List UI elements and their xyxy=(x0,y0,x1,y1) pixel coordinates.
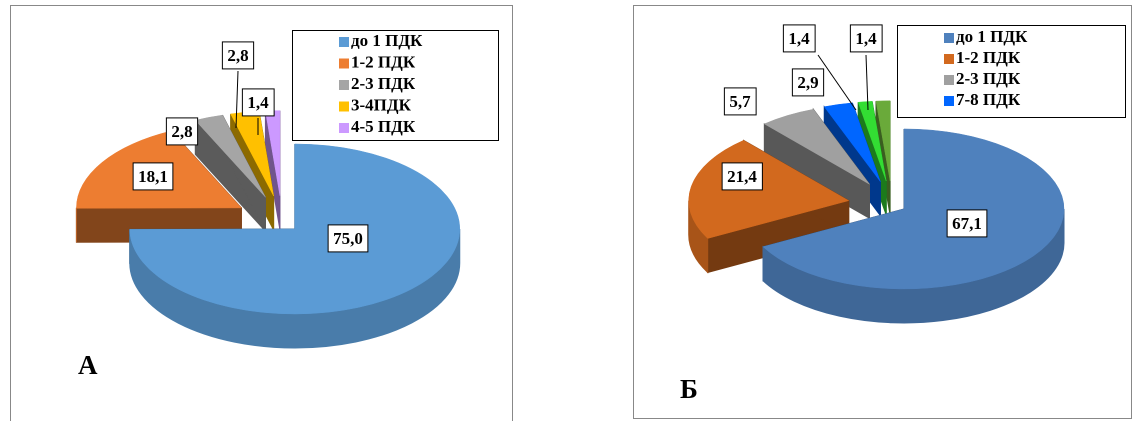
legend-box xyxy=(292,30,499,141)
panel-label: Б xyxy=(680,374,698,404)
legend-marker xyxy=(944,75,954,85)
legend-label: до 1 ПДК xyxy=(351,31,423,50)
panel-label: А xyxy=(78,350,98,380)
legend-box xyxy=(897,25,1126,118)
data-label: 1,4 xyxy=(247,93,269,112)
slice xyxy=(762,128,1065,290)
legend-marker xyxy=(339,123,349,133)
data-label: 5,7 xyxy=(729,92,751,111)
data-label: 2,8 xyxy=(171,122,192,141)
legend-label: 3-4ПДК xyxy=(351,95,412,114)
legend-marker xyxy=(339,37,349,47)
panel-frame xyxy=(633,5,1132,419)
data-label: 1,4 xyxy=(855,29,877,48)
legend-marker xyxy=(944,96,954,106)
legend-label: 2-3 ПДК xyxy=(956,69,1021,88)
legend-label: 7-8 ПДК xyxy=(956,90,1021,109)
data-label-box xyxy=(165,117,199,146)
data-label: 75,0 xyxy=(333,229,363,248)
slice xyxy=(129,143,460,315)
legend-label: 4-5 ПДК xyxy=(351,117,416,136)
legend-label: 2-3 ПДК xyxy=(351,74,416,93)
legend-marker xyxy=(944,33,954,43)
data-label-box xyxy=(721,162,763,191)
data-label: 2,9 xyxy=(797,73,818,92)
pie xyxy=(688,100,1065,324)
legend-marker xyxy=(339,58,349,69)
slice xyxy=(823,102,881,182)
data-label-box xyxy=(849,24,883,53)
legend-label: 1-2 ПДК xyxy=(956,48,1021,67)
data-label-box xyxy=(791,68,825,97)
data-label: 67,1 xyxy=(952,214,982,233)
data-label-box xyxy=(221,41,255,70)
leader-line xyxy=(235,70,239,129)
data-label-box xyxy=(132,162,174,191)
data-label: 2,8 xyxy=(227,46,248,65)
slice xyxy=(875,100,891,181)
data-label-box xyxy=(946,209,988,238)
slice xyxy=(857,101,887,182)
legend-label: 1-2 ПДК xyxy=(351,52,416,71)
pie xyxy=(75,110,461,349)
slice xyxy=(763,109,870,185)
data-label-box xyxy=(327,224,369,253)
legend-label: до 1 ПДК xyxy=(956,27,1028,46)
legend-marker xyxy=(944,54,954,64)
data-label: 1,4 xyxy=(788,29,810,48)
legend-marker xyxy=(339,101,349,112)
panel-frame xyxy=(10,5,513,421)
data-label-box xyxy=(241,88,275,117)
data-label-box xyxy=(723,87,757,116)
data-label: 21,4 xyxy=(727,167,757,186)
data-label-box xyxy=(782,24,816,53)
legend-marker xyxy=(339,80,349,90)
leader-line xyxy=(865,54,869,111)
data-label: 18,1 xyxy=(138,167,168,186)
leader-line xyxy=(817,54,857,111)
